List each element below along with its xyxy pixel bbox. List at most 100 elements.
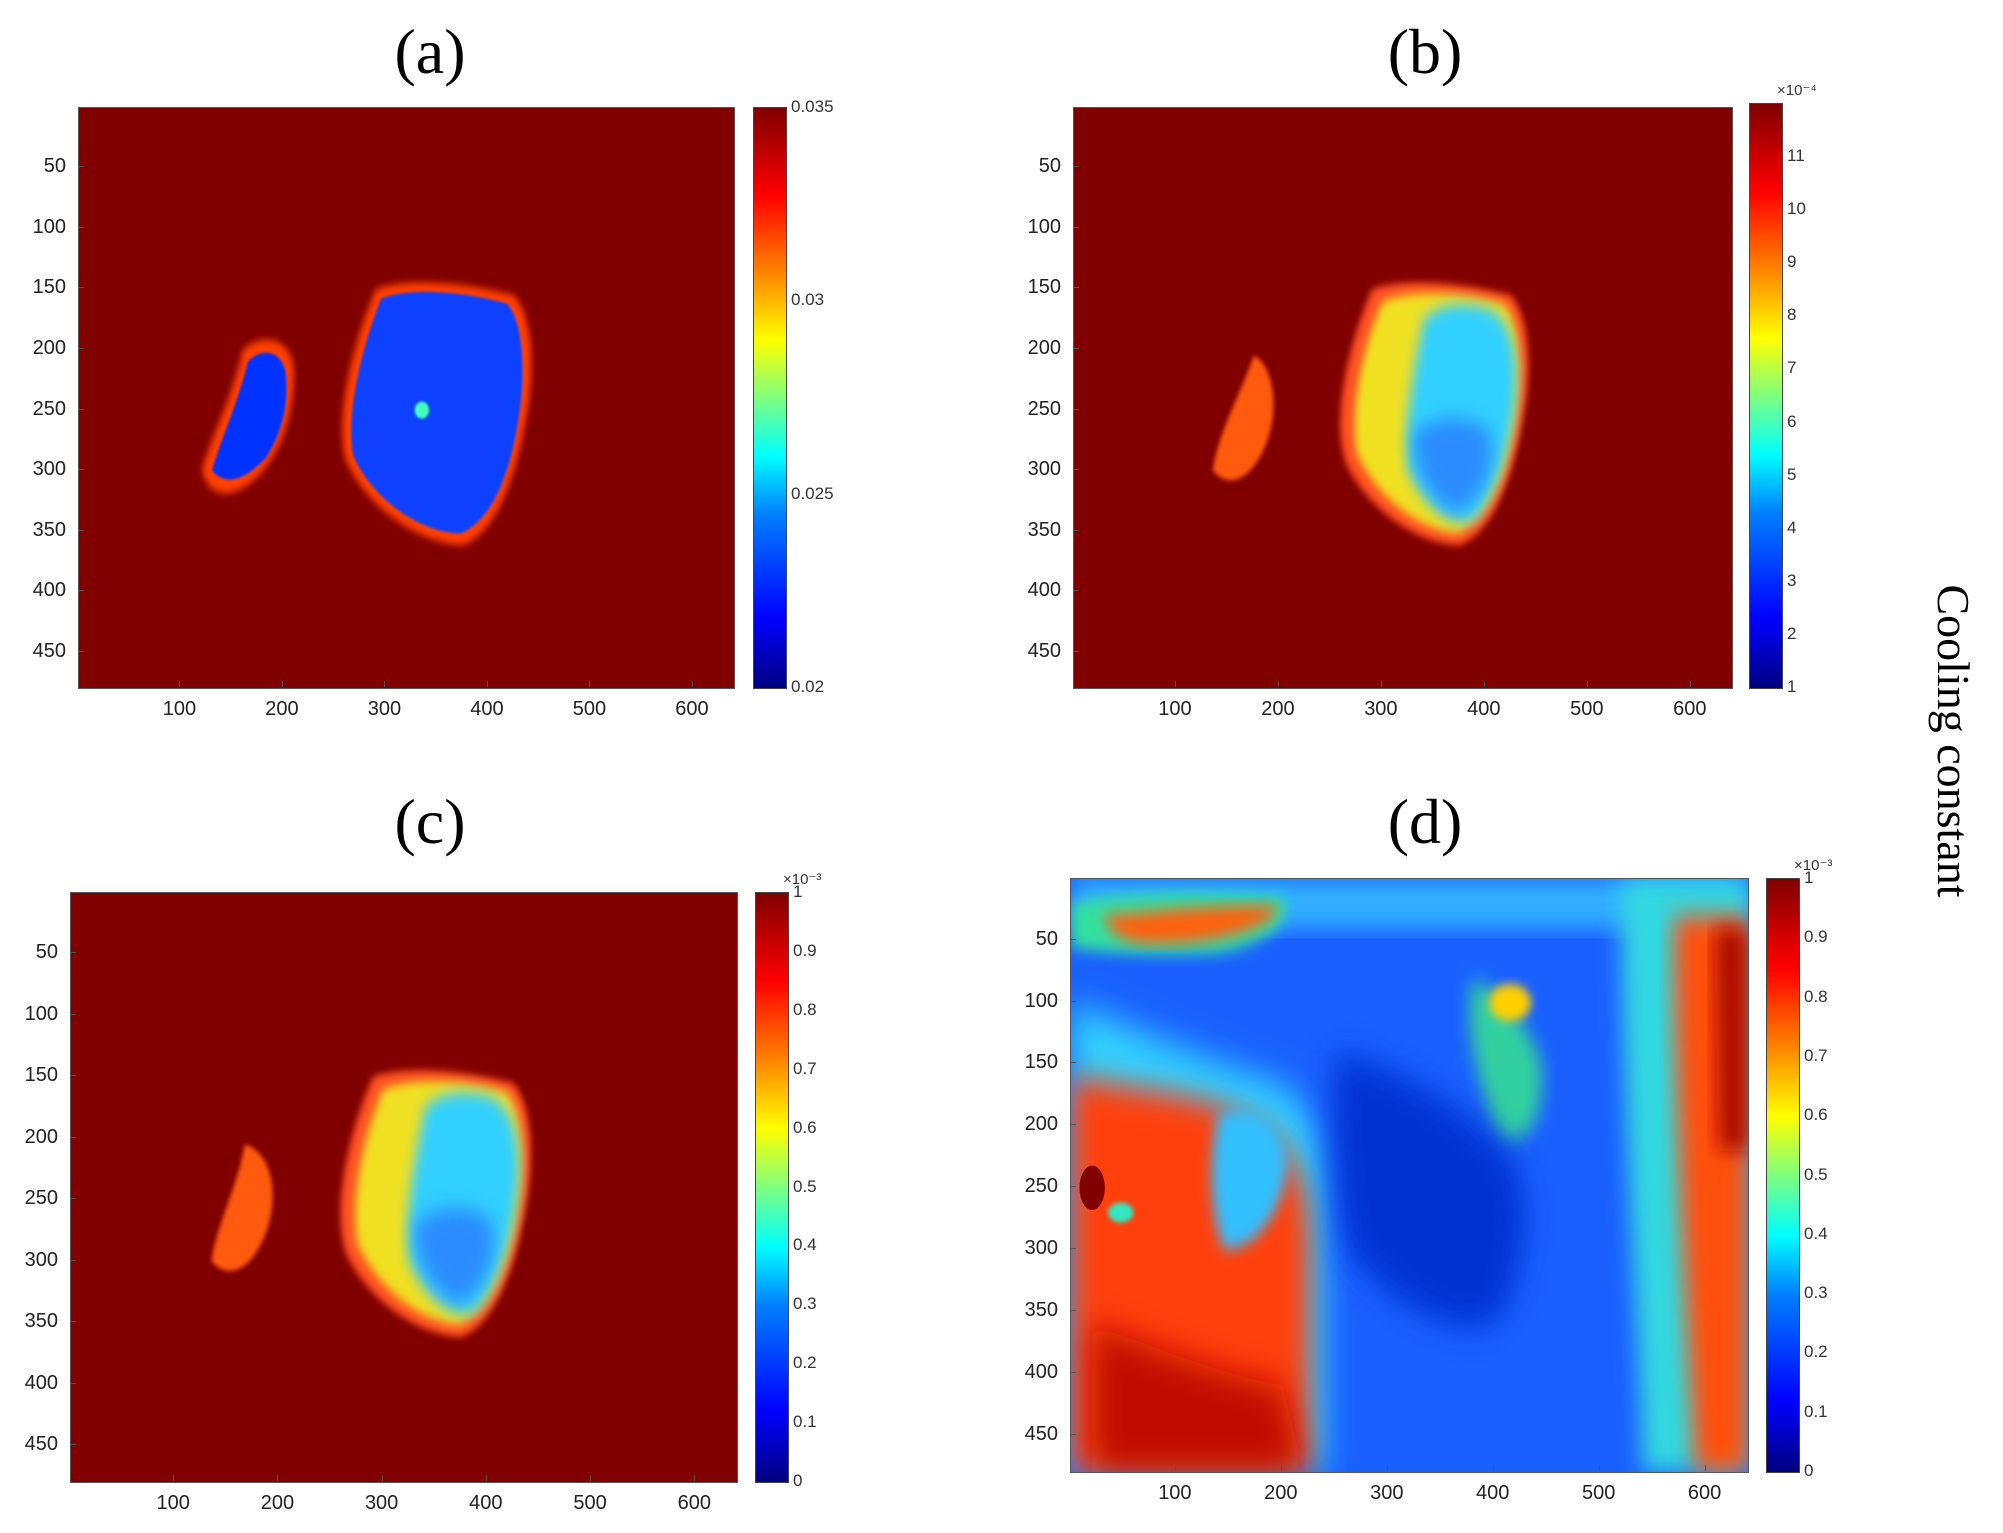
x-tick-label-3-200: 200: [1264, 1482, 1298, 1504]
x-tick-mark-3-300: [1386, 1465, 1388, 1471]
y-tick-mark-0-300: [78, 469, 84, 471]
y-tick-mark-2-450: [70, 1444, 76, 1446]
colorbar-tick-3-3: 0.3: [1804, 1283, 1828, 1303]
y-tick-mark-0-100: [78, 226, 84, 228]
region-large-region-core: [414, 1208, 494, 1305]
region-small-region: [212, 352, 287, 480]
y-tick-mark-3-150: [1070, 1062, 1076, 1064]
y-tick-label-0-450: 450: [32, 639, 66, 662]
colorbar-tick-1-7: 8: [1787, 305, 1797, 325]
y-tick-label-1-250: 250: [1027, 397, 1061, 420]
colorbar-tick-0-2: 0.03: [791, 290, 825, 310]
colorbar-tick-1-5: 6: [1787, 411, 1797, 431]
y-tick-label-3-300: 300: [1024, 1237, 1058, 1260]
y-tick-mark-0-400: [78, 590, 84, 592]
colorbar-3: [1766, 878, 1800, 1473]
y-tick-label-1-400: 400: [1027, 579, 1061, 602]
colorbar-tick-1-3: 4: [1787, 517, 1797, 537]
y-tick-mark-0-250: [78, 408, 84, 410]
x-tick-mark-0-100: [179, 681, 181, 687]
colorbar-tick-2-5: 0.5: [793, 1176, 817, 1196]
colorbar-tick-2-1: 0.1: [793, 1412, 817, 1432]
y-tick-label-3-100: 100: [1024, 989, 1058, 1012]
y-tick-mark-1-400: [1073, 590, 1079, 592]
y-tick-label-0-350: 350: [32, 518, 66, 541]
x-tick-label-2-400: 400: [469, 1492, 503, 1514]
y-tick-mark-2-100: [70, 1013, 76, 1015]
x-tick-label-2-300: 300: [364, 1492, 399, 1514]
x-tick-label-2-200: 200: [260, 1492, 295, 1514]
colorbar-tick-1-6: 7: [1787, 358, 1797, 378]
colorbar-tick-2-8: 0.8: [793, 999, 817, 1019]
region-small-cyan-spot: [1108, 1202, 1134, 1223]
x-tick-mark-3-100: [1174, 1465, 1176, 1471]
y-tick-label-2-300: 300: [24, 1248, 58, 1271]
colorbar-tick-2-9: 0.9: [793, 940, 817, 960]
y-tick-mark-3-400: [1070, 1371, 1076, 1373]
x-tick-label-3-600: 600: [1687, 1482, 1722, 1504]
region-left-hot-core: [1092, 1323, 1304, 1472]
y-tick-mark-2-200: [70, 1136, 76, 1138]
x-tick-mark-0-200: [281, 681, 283, 687]
region-cool-lobe: [1211, 1109, 1288, 1250]
colorbar-tick-1-1: 2: [1787, 623, 1797, 643]
x-tick-label-0-300: 300: [367, 698, 402, 720]
region-large-region: [351, 291, 523, 534]
heatmap-1: [1073, 107, 1733, 689]
y-tick-label-2-400: 400: [24, 1371, 58, 1394]
x-tick-label-1-500: 500: [1570, 698, 1604, 720]
colorbar-tick-3-8: 0.8: [1804, 986, 1828, 1006]
x-tick-mark-0-300: [384, 681, 386, 687]
y-tick-mark-3-450: [1070, 1433, 1076, 1435]
x-tick-mark-2-300: [381, 1475, 383, 1481]
heatmap-3: [1070, 878, 1749, 1473]
y-tick-label-3-150: 150: [1024, 1051, 1058, 1074]
x-tick-mark-2-600: [694, 1475, 696, 1481]
x-tick-mark-3-600: [1704, 1465, 1706, 1471]
x-tick-label-1-100: 100: [1158, 698, 1192, 720]
y-tick-label-2-100: 100: [24, 1002, 58, 1025]
y-tick-label-3-350: 350: [1024, 1299, 1058, 1322]
colorbar-tick-3-2: 0.2: [1804, 1342, 1828, 1362]
y-tick-mark-2-300: [70, 1259, 76, 1261]
y-tick-label-2-50: 50: [35, 941, 58, 964]
colorbar-exponent-1: ×10⁻⁴: [1777, 82, 1817, 99]
y-tick-mark-3-350: [1070, 1310, 1076, 1312]
y-tick-label-1-150: 150: [1027, 276, 1061, 299]
x-tick-label-0-200: 200: [265, 698, 299, 720]
colorbar-2: [755, 892, 789, 1483]
y-tick-mark-2-50: [70, 952, 76, 954]
x-tick-mark-1-200: [1277, 681, 1279, 687]
y-tick-label-2-350: 350: [24, 1310, 58, 1333]
y-tick-mark-1-300: [1073, 469, 1079, 471]
y-tick-mark-2-400: [70, 1382, 76, 1384]
colorbar-tick-0-0: 0.02: [791, 677, 825, 696]
y-tick-mark-3-100: [1070, 1000, 1076, 1002]
y-tick-label-3-200: 200: [1024, 1113, 1058, 1136]
colorbar-tick-3-4: 0.4: [1804, 1223, 1828, 1243]
region-upper-mid-blob: [1469, 977, 1543, 1141]
colorbar-tick-3-6: 0.6: [1804, 1105, 1828, 1125]
x-tick-mark-1-400: [1483, 681, 1485, 687]
y-tick-mark-1-200: [1073, 347, 1079, 349]
colorbar-tick-2-3: 0.3: [793, 1294, 817, 1314]
y-tick-mark-0-150: [78, 287, 84, 289]
x-tick-mark-2-400: [485, 1475, 487, 1481]
x-tick-label-0-500: 500: [572, 698, 607, 720]
colorbar-tick-2-0: 0: [793, 1471, 803, 1490]
colorbar-tick-0-1: 0.025: [791, 483, 834, 503]
colorbar-tick-3-5: 0.5: [1804, 1164, 1828, 1184]
y-tick-label-1-300: 300: [1027, 458, 1061, 481]
x-tick-label-3-100: 100: [1158, 1482, 1192, 1504]
colorbar-tick-3-10: 1: [1804, 868, 1814, 887]
colorbar-tick-1-2: 3: [1787, 570, 1797, 590]
heatmap-0: [78, 107, 735, 689]
y-tick-mark-1-100: [1073, 226, 1079, 228]
x-tick-mark-3-400: [1492, 1465, 1494, 1471]
y-tick-mark-1-350: [1073, 529, 1079, 531]
colorbar-tick-1-4: 5: [1787, 464, 1797, 484]
x-tick-label-2-500: 500: [573, 1492, 607, 1514]
y-tick-mark-2-350: [70, 1321, 76, 1323]
side-label-cooling-constant: Cooling constant: [1928, 584, 1979, 898]
x-tick-mark-2-100: [173, 1475, 175, 1481]
